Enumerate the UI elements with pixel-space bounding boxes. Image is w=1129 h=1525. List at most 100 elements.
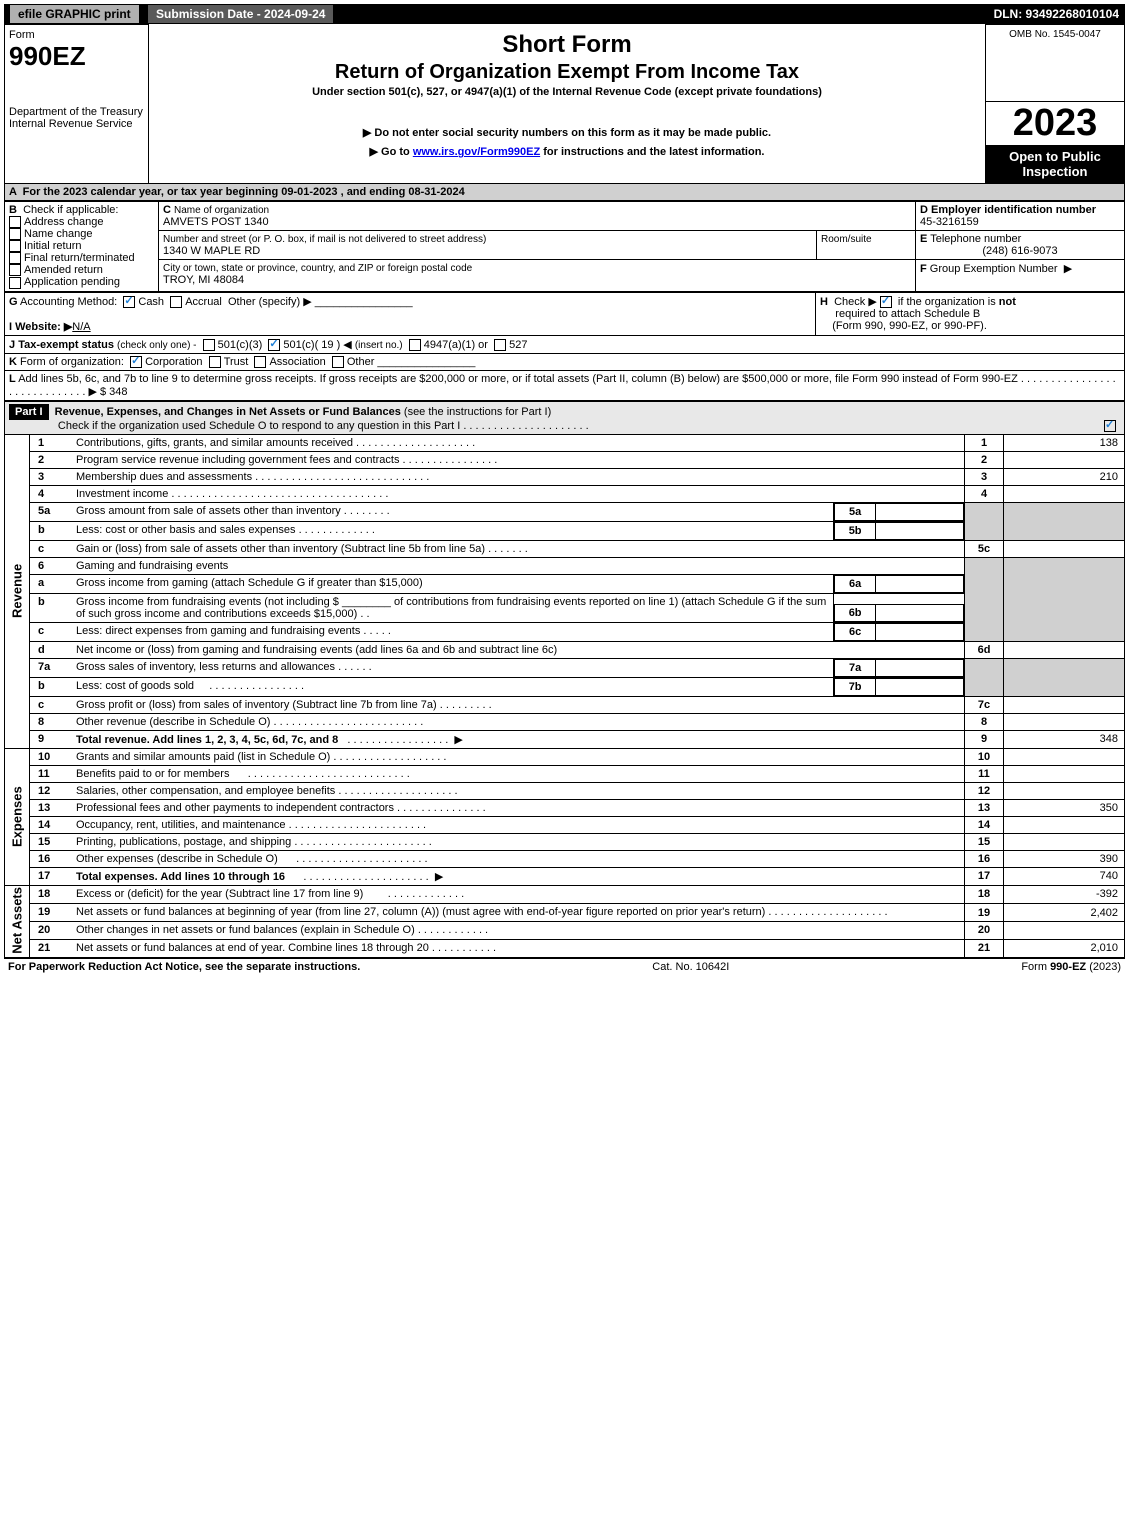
k-opt1: Trust: [224, 356, 249, 368]
part1-label: Part I: [9, 404, 49, 420]
line18-box: 18: [965, 885, 1004, 903]
initial-return-checkbox[interactable]: [9, 240, 21, 252]
line15-box: 15: [965, 833, 1004, 850]
amended-return-checkbox[interactable]: [9, 264, 21, 276]
submission-date-label: Submission Date - 2024-09-24: [148, 5, 333, 23]
section-a-text: For the 2023 calendar year, or tax year …: [23, 186, 465, 198]
k-opt2: Association: [269, 356, 325, 368]
goto-suffix: for instructions and the latest informat…: [540, 146, 764, 158]
part1-check-note: Check if the organization used Schedule …: [58, 420, 460, 432]
main-title: Return of Organization Exempt From Incom…: [153, 61, 981, 84]
cash-label: Cash: [138, 296, 164, 308]
line7c-box: 7c: [965, 696, 1004, 713]
line14-box: 14: [965, 816, 1004, 833]
footer-right-suffix: (2023): [1086, 961, 1121, 973]
line8-box: 8: [965, 713, 1004, 730]
goto-prefix: Go to: [381, 146, 413, 158]
footer-right-form: 990-EZ: [1050, 961, 1086, 973]
l-value: $ 348: [100, 386, 128, 398]
subtitle: Under section 501(c), 527, or 4947(a)(1)…: [153, 86, 981, 98]
line13-amt: 350: [1004, 799, 1125, 816]
h-checkbox[interactable]: [880, 296, 892, 308]
city-value: TROY, MI 48084: [163, 274, 244, 286]
k-corp-checkbox[interactable]: [130, 356, 142, 368]
part1-schedule-o-checkbox[interactable]: [1104, 420, 1116, 432]
line6c-desc: Less: direct expenses from gaming and fu…: [76, 625, 360, 637]
line16-amt: 390: [1004, 850, 1125, 867]
line15-desc: Printing, publications, postage, and shi…: [76, 836, 291, 848]
org-name: AMVETS POST 1340: [163, 216, 269, 228]
line7b-sub: 7b: [835, 678, 876, 695]
efile-print-button[interactable]: efile GRAPHIC print: [10, 5, 139, 23]
footer-center: Cat. No. 10642I: [652, 961, 729, 973]
j-501c-checkbox[interactable]: [268, 339, 280, 351]
line13-desc: Professional fees and other payments to …: [76, 802, 394, 814]
cb-label-0: Address change: [24, 216, 104, 228]
cb-label-1: Name change: [24, 228, 93, 240]
line4-desc: Investment income: [76, 488, 168, 500]
line5b-sub: 5b: [835, 522, 876, 539]
line13-box: 13: [965, 799, 1004, 816]
accrual-label: Accrual: [185, 296, 222, 308]
line10-desc: Grants and similar amounts paid (list in…: [76, 751, 330, 763]
line17-box: 17: [965, 867, 1004, 885]
part1-table: Part I Revenue, Expenses, and Changes in…: [4, 401, 1125, 958]
line3-desc: Membership dues and assessments: [76, 471, 252, 483]
k-opt3: Other: [347, 356, 375, 368]
line19-box: 19: [965, 903, 1004, 921]
line6a-desc: Gross income from gaming (attach Schedul…: [76, 577, 423, 589]
l-text: Add lines 5b, 6c, and 7b to line 9 to de…: [18, 373, 1018, 385]
h-check: Check ▶: [834, 296, 877, 308]
expenses-side-label: Expenses: [5, 748, 30, 885]
cash-checkbox[interactable]: [123, 296, 135, 308]
line20-box: 20: [965, 921, 1004, 939]
j-opt1: 501(c)(3): [218, 339, 263, 351]
dln-label: DLN: 93492268010104: [994, 7, 1119, 21]
j-501c3-checkbox[interactable]: [203, 339, 215, 351]
k-assoc-checkbox[interactable]: [254, 356, 266, 368]
accrual-checkbox[interactable]: [170, 296, 182, 308]
tax-year: 2023: [986, 102, 1124, 145]
header-info-table: B Check if applicable: Address change Na…: [4, 201, 1125, 292]
city-label: City or town, state or province, country…: [163, 263, 472, 274]
line5c-desc: Gain or (loss) from sale of assets other…: [76, 543, 485, 555]
k-other-checkbox[interactable]: [332, 356, 344, 368]
website-label: Website: ▶: [15, 321, 72, 333]
j-opt2-note: (insert no.): [355, 340, 403, 351]
irs-link[interactable]: www.irs.gov/Form990EZ: [413, 146, 540, 158]
short-form-title: Short Form: [153, 31, 981, 59]
line10-amt: [1004, 748, 1125, 765]
line18-amt: -392: [1004, 885, 1125, 903]
j-4947-checkbox[interactable]: [409, 339, 421, 351]
line12-desc: Salaries, other compensation, and employ…: [76, 785, 335, 797]
line1-desc: Contributions, gifts, grants, and simila…: [76, 437, 353, 449]
j-opt2: 501(c)( 19 ): [283, 339, 340, 351]
j-label: Tax-exempt status: [18, 339, 114, 351]
line20-amt: [1004, 921, 1125, 939]
dept-label: Department of the Treasury: [9, 106, 144, 118]
application-pending-checkbox[interactable]: [9, 277, 21, 289]
line6b-desc1: Gross income from fundraising events (no…: [76, 596, 339, 608]
line6-desc: Gaming and fundraising events: [76, 560, 228, 572]
name-change-checkbox[interactable]: [9, 228, 21, 240]
line3-box: 3: [965, 468, 1004, 485]
j-527-checkbox[interactable]: [494, 339, 506, 351]
group-exempt-label: Group Exemption Number: [930, 263, 1058, 275]
open-public-badge: Open to Public Inspection: [986, 145, 1124, 183]
line21-amt: 2,010: [1004, 939, 1125, 957]
k-label: Form of organization:: [20, 356, 124, 368]
line7b-desc: Less: cost of goods sold: [76, 680, 194, 692]
footer-right-prefix: Form: [1021, 961, 1050, 973]
ssn-note: Do not enter social security numbers on …: [374, 127, 771, 139]
section-a: A For the 2023 calendar year, or tax yea…: [4, 184, 1125, 201]
address-change-checkbox[interactable]: [9, 216, 21, 228]
line9-box: 9: [965, 730, 1004, 748]
line2-amt: [1004, 451, 1125, 468]
line17-amt: 740: [1004, 867, 1125, 885]
line2-desc: Program service revenue including govern…: [76, 454, 399, 466]
line16-desc: Other expenses (describe in Schedule O): [76, 853, 278, 865]
cb-label-3: Final return/terminated: [24, 252, 135, 264]
final-return-checkbox[interactable]: [9, 252, 21, 264]
line11-desc: Benefits paid to or for members: [76, 768, 229, 780]
k-trust-checkbox[interactable]: [209, 356, 221, 368]
